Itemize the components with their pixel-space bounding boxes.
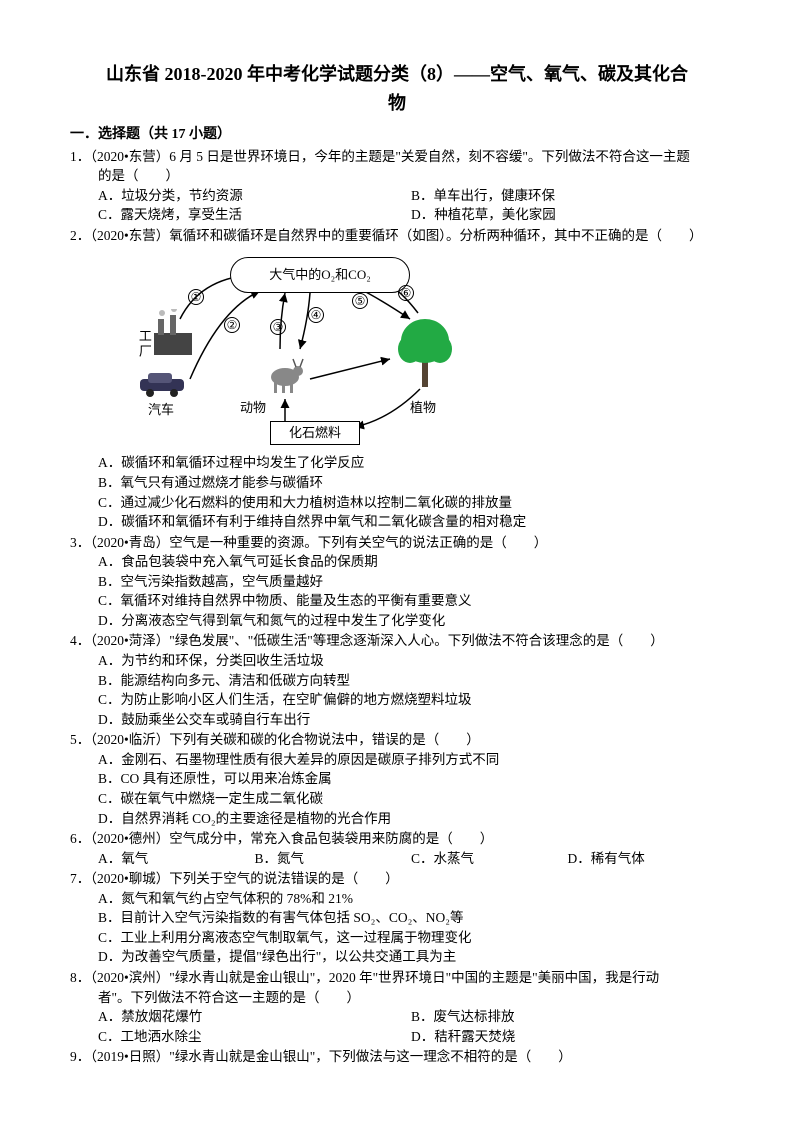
q3-opt-d: D．分离液态空气得到氧气和氮气的过程中发生了化学变化 xyxy=(70,611,724,631)
q7-stem: 7．（2020•聊城）下列关于空气的说法错误的是（ ） xyxy=(70,869,724,889)
title-line2: 物 xyxy=(388,93,406,113)
q6-opt-d: D．稀有气体 xyxy=(568,849,725,869)
q7-opt-a: A．氮气和氧气约占空气体积的 78%和 21% xyxy=(70,889,724,909)
q1-stem: 1．（2020•东营）6 月 5 日是世界环境日，今年的主题是"关爱自然，刻不容… xyxy=(70,147,724,167)
q4-opt-d: D．鼓励乘坐公交车或骑自行车出行 xyxy=(70,710,724,730)
q8-stem: 8．（2020•滨州）"绿水青山就是金山银山"，2020 年"世界环境日"中国的… xyxy=(70,968,724,988)
q1-stem2: 的是（ ） xyxy=(70,166,724,186)
question-8: 8．（2020•滨州）"绿水青山就是金山银山"，2020 年"世界环境日"中国的… xyxy=(70,968,724,1046)
q6-opt-b: B．氮气 xyxy=(255,849,412,869)
question-1: 1．（2020•东营）6 月 5 日是世界环境日，今年的主题是"关爱自然，刻不容… xyxy=(70,147,724,225)
q4-stem: 4．（2020•菏泽）"绿色发展"、"低碳生活"等理念逐渐深入人心。下列做法不符… xyxy=(70,631,724,651)
q8-opt-a: A．禁放烟花爆竹 xyxy=(98,1007,411,1027)
q8-opt-b: B．废气达标排放 xyxy=(411,1007,724,1027)
q5-opt-d: D．自然界消耗 CO₂的主要途径是植物的光合作用 xyxy=(70,809,724,829)
car-label: 汽车 xyxy=(148,401,174,420)
q5-stem: 5．（2020•临沂）下列有关碳和碳的化合物说法中，错误的是（ ） xyxy=(70,730,724,750)
q4-opt-b: B．能源结构向多元、清洁和低碳方向转型 xyxy=(70,671,724,691)
q5-opt-c: C．碳在氧气中燃烧一定生成二氧化碳 xyxy=(70,789,724,809)
q2-opt-c: C．通过减少化石燃料的使用和大力植树造林以控制二氧化碳的排放量 xyxy=(70,493,724,513)
question-4: 4．（2020•菏泽）"绿色发展"、"低碳生活"等理念逐渐深入人心。下列做法不符… xyxy=(70,631,724,729)
plant-label: 植物 xyxy=(410,399,436,418)
q5-opt-b: B．CO 具有还原性，可以用来冶炼金属 xyxy=(70,769,724,789)
q1-opt-a: A．垃圾分类，节约资源 xyxy=(98,186,411,206)
q7-opt-d: D．为改善空气质量，提倡"绿色出行"，以公共交通工具为主 xyxy=(70,947,724,967)
q3-stem: 3．（2020•青岛）空气是一种重要的资源。下列有关空气的说法正确的是（ ） xyxy=(70,533,724,553)
q6-opt-c: C．水蒸气 xyxy=(411,849,568,869)
q4-opt-c: C．为防止影响小区人们生活，在空旷偏僻的地方燃烧塑料垃圾 xyxy=(70,690,724,710)
q1-opt-d: D．种植花草，美化家园 xyxy=(411,205,724,225)
question-5: 5．（2020•临沂）下列有关碳和碳的化合物说法中，错误的是（ ） A．金刚石、… xyxy=(70,730,724,828)
title-line1: 山东省 2018-2020 年中考化学试题分类（8）——空气、氧气、碳及其化合 xyxy=(106,64,688,84)
q2-opt-d: D．碳循环和氧循环有利于维持自然界中氧气和二氧化碳含量的相对稳定 xyxy=(70,512,724,532)
q6-stem: 6．（2020•德州）空气成分中，常充入食品包装袋用来防腐的是（ ） xyxy=(70,829,724,849)
fuel-label: 化石燃料 xyxy=(270,421,360,445)
q9-stem: 9．（2019•日照）"绿水青山就是金山银山"，下列做法与这一理念不相符的是（ … xyxy=(70,1047,724,1067)
animal-label: 动物 xyxy=(240,399,266,418)
q3-opt-c: C．氧循环对维持自然界中物质、能量及生态的平衡有重要意义 xyxy=(70,591,724,611)
question-9: 9．（2019•日照）"绿水青山就是金山银山"，下列做法与这一理念不相符的是（ … xyxy=(70,1047,724,1067)
q5-opt-a: A．金刚石、石墨物理性质有很大差异的原因是碳原子排列方式不同 xyxy=(70,750,724,770)
q4-opt-a: A．为节约和环保，分类回收生活垃圾 xyxy=(70,651,724,671)
page-title: 山东省 2018-2020 年中考化学试题分类（8）——空气、氧气、碳及其化合 … xyxy=(70,60,724,118)
cloud-label: 大气中的O₂和CO₂ xyxy=(230,257,410,293)
section-header: 一．选择题（共 17 小题） xyxy=(70,124,724,145)
question-7: 7．（2020•聊城）下列关于空气的说法错误的是（ ） A．氮气和氧气约占空气体… xyxy=(70,869,724,967)
q6-opt-a: A．氧气 xyxy=(98,849,255,869)
question-3: 3．（2020•青岛）空气是一种重要的资源。下列有关空气的说法正确的是（ ） A… xyxy=(70,533,724,631)
q1-opt-c: C．露天烧烤，享受生活 xyxy=(98,205,411,225)
q7-opt-c: C．工业上利用分离液态空气制取氧气，这一过程属于物理变化 xyxy=(70,928,724,948)
q8-opt-d: D．秸秆露天焚烧 xyxy=(411,1027,724,1047)
q3-opt-b: B．空气污染指数越高，空气质量越好 xyxy=(70,572,724,592)
q2-stem: 2．（2020•东营）氧循环和碳循环是自然界中的重要循环（如图）。分析两种循环，… xyxy=(70,226,724,246)
q2-opt-b: B．氧气只有通过燃烧才能参与碳循环 xyxy=(70,473,724,493)
q7-opt-b: B．目前计入空气污染指数的有害气体包括 SO₂、CO₂、NO₂等 xyxy=(70,908,724,928)
question-2: 2．（2020•东营）氧循环和碳循环是自然界中的重要循环（如图）。分析两种循环，… xyxy=(70,226,724,532)
q3-opt-a: A．食品包装袋中充入氧气可延长食品的保质期 xyxy=(70,552,724,572)
cycle-diagram: 大气中的O₂和CO₂ 化石燃料 工厂 汽车 动物 植物 ① ② ③ ④ ⑤ ⑥ xyxy=(130,249,490,449)
car-icon xyxy=(136,371,188,397)
plant-icon xyxy=(392,311,462,391)
q1-opt-b: B．单车出行，健康环保 xyxy=(411,186,724,206)
factory-icon xyxy=(148,309,198,359)
q8-stem2: 者"。下列做法不符合这一主题的是（ ） xyxy=(70,988,724,1008)
animal-icon xyxy=(260,347,310,397)
question-6: 6．（2020•德州）空气成分中，常充入食品包装袋用来防腐的是（ ） A．氧气 … xyxy=(70,829,724,868)
q8-opt-c: C．工地洒水除尘 xyxy=(98,1027,411,1047)
q2-opt-a: A．碳循环和氧循环过程中均发生了化学反应 xyxy=(70,453,724,473)
